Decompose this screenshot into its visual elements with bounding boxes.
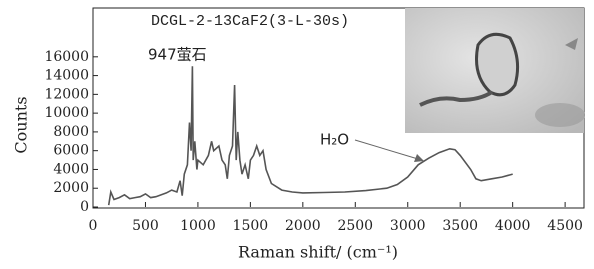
x-tick-label: 4000 [495,218,531,234]
x-axis-label: Raman shift/ (cm⁻¹) [238,243,398,262]
y-tick-label: 6000 [53,143,89,159]
x-tick-label: 4500 [547,218,583,234]
h2o-annotation: H₂O [320,131,349,149]
y-tick-label: 16000 [44,49,89,65]
x-tick-label: 500 [132,218,159,234]
y-tick-label: 0 [80,199,89,215]
y-axis-label: Counts [12,96,31,153]
arrow-head [414,154,424,162]
x-tick-label: 1500 [233,218,269,234]
annotation-arrow [355,140,418,159]
inset-photo [405,8,585,133]
y-tick-label: 10000 [44,105,89,121]
x-tick-label: 3000 [390,218,426,234]
x-tick-label: 2000 [285,218,321,234]
y-tick-label: 8000 [53,124,89,140]
y-tick-label: 12000 [44,86,89,102]
x-tick-label: 0 [89,218,98,234]
y-tick-label: 4000 [53,161,89,177]
chart: DCGL-2-13CaF2(3-L-30s) Counts Raman shif… [0,0,594,269]
x-tick-label: 3500 [442,218,478,234]
y-tick-label: 2000 [53,180,89,196]
chart-title: DCGL-2-13CaF2(3-L-30s) [151,13,349,30]
y-tick-label: 14000 [44,68,89,84]
x-tick-label: 1000 [180,218,216,234]
peak-annotation: 947萤石 [148,46,207,64]
x-tick-label: 2500 [337,218,373,234]
